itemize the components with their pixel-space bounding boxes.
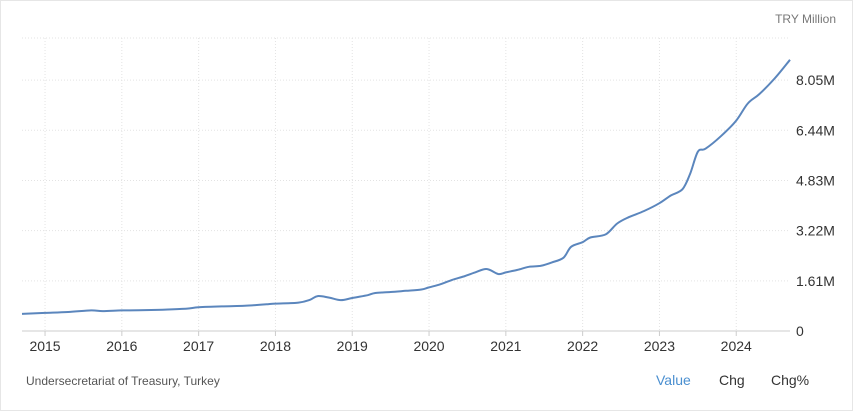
source-label: Undersecretariat of Treasury, Turkey [26, 374, 220, 388]
y-tick-label: 8.05M [796, 72, 835, 88]
grid-lines [22, 37, 790, 331]
x-tick-label: 2015 [29, 338, 60, 354]
view-tabs: Value Chg Chg% [0, 372, 854, 392]
x-tick-label: 2017 [183, 338, 214, 354]
y-axis-ticks: 0 1.61M 3.22M 4.83M 6.44M 8.05M [796, 72, 835, 339]
unit-label: TRY Million [775, 12, 836, 26]
tab-chg-percent[interactable]: Chg% [771, 372, 810, 388]
y-tick-label: 4.83M [796, 172, 835, 188]
tab-value[interactable]: Value [656, 372, 691, 388]
x-tick-label: 2023 [644, 338, 675, 354]
x-tick-label: 2024 [721, 338, 752, 354]
x-tick-label: 2020 [413, 338, 444, 354]
tab-chg[interactable]: Chg [719, 372, 745, 388]
y-tick-label: 3.22M [796, 223, 835, 239]
y-tick-label: 1.61M [796, 273, 835, 289]
x-tick-label: 2019 [337, 338, 368, 354]
x-axis-ticks: 2015 2016 2017 2018 2019 2020 2021 2022 2023 2024 [29, 331, 752, 354]
x-tick-label: 2016 [106, 338, 137, 354]
x-tick-label: 2021 [490, 338, 521, 354]
y-tick-label: 0 [796, 323, 804, 339]
x-tick-label: 2018 [260, 338, 291, 354]
series-line [21, 59, 791, 315]
y-tick-label: 6.44M [796, 122, 835, 138]
x-tick-label: 2022 [567, 338, 598, 354]
series-layer [21, 59, 791, 315]
